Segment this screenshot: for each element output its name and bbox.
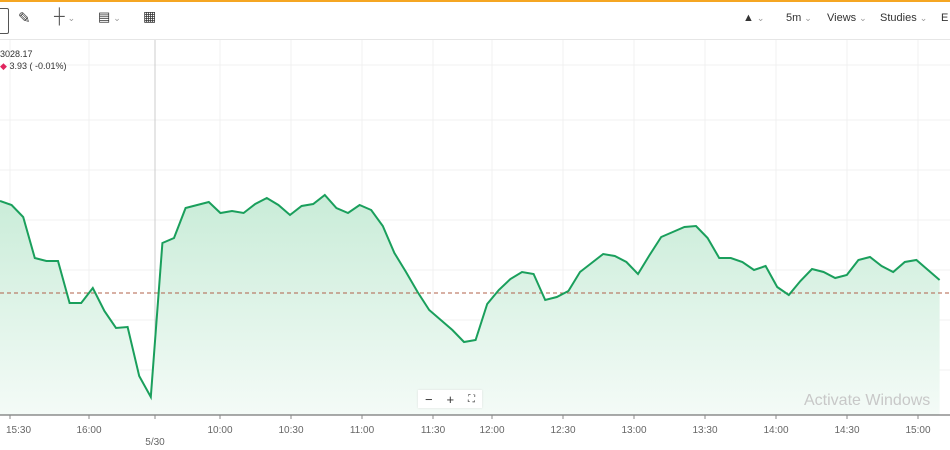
price-readout: 3028.17 ◆ 3.93 ( -0.01%) bbox=[0, 48, 66, 72]
toolbar: ✎ ┼ ⌄ ▤ ⌄ ▦ ▲ ⌄ 5m ⌄ Views ⌄ Studies ⌄ E bbox=[0, 2, 950, 40]
x-tick-label: 13:00 bbox=[621, 425, 646, 436]
x-tick-label: 13:30 bbox=[692, 425, 717, 436]
chart-type-button[interactable]: ▲ ⌄ bbox=[743, 12, 765, 24]
last-price: 3028.17 bbox=[0, 49, 33, 59]
x-tick-label: 10:30 bbox=[278, 425, 303, 436]
x-tick-label: 14:30 bbox=[834, 425, 859, 436]
x-tick-label: 10:00 bbox=[207, 425, 232, 436]
studies-button[interactable]: Studies ⌄ bbox=[880, 12, 928, 24]
zoom-in-button[interactable]: + bbox=[446, 391, 455, 407]
price-line bbox=[0, 193, 941, 401]
zoom-controls: − + ⛶ bbox=[418, 390, 482, 408]
table-icon[interactable]: ▦ bbox=[143, 8, 157, 24]
x-tick-label: 15:30 bbox=[6, 425, 31, 436]
x-tick-label: 11:00 bbox=[350, 425, 375, 436]
zoom-out-button[interactable]: − bbox=[424, 391, 433, 407]
x-tick-label: 12:30 bbox=[550, 425, 575, 436]
pencil-icon[interactable]: ✎ bbox=[18, 10, 31, 27]
interval-button[interactable]: 5m ⌄ bbox=[786, 12, 812, 24]
price-change: 3.93 ( -0.01%) bbox=[9, 61, 67, 71]
watermark: Activate Windows bbox=[804, 392, 931, 409]
symbol-box[interactable] bbox=[0, 8, 9, 34]
x-tick-label: 16:00 bbox=[76, 425, 101, 436]
views-label: Views bbox=[827, 12, 857, 24]
x-tick-label: 14:00 bbox=[763, 425, 788, 436]
accent-bar bbox=[0, 0, 950, 2]
x-tick-label: 15:00 bbox=[905, 425, 930, 436]
comment-icon[interactable]: ▤ ⌄ bbox=[98, 9, 121, 24]
x-tick-label: 5/30 bbox=[145, 437, 165, 448]
views-button[interactable]: Views ⌄ bbox=[827, 12, 867, 24]
studies-label: Studies bbox=[880, 12, 917, 24]
crosshair-icon[interactable]: ┼ ⌄ bbox=[54, 8, 76, 25]
mountain-chart-icon: ▲ bbox=[743, 12, 754, 24]
fullscreen-icon[interactable]: ⛶ bbox=[468, 393, 476, 405]
interval-label: 5m bbox=[786, 12, 802, 24]
down-diamond-icon: ◆ bbox=[0, 61, 7, 71]
events-button[interactable]: E bbox=[941, 12, 949, 24]
x-tick-label: 12:00 bbox=[479, 425, 504, 436]
area-fill bbox=[0, 195, 940, 415]
x-tick-label: 11:30 bbox=[421, 425, 446, 436]
